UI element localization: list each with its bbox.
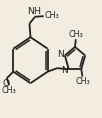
Text: CH₃: CH₃ [75, 77, 90, 86]
Text: N: N [57, 50, 64, 59]
Text: CH₃: CH₃ [2, 86, 17, 95]
Text: O: O [3, 79, 10, 88]
Text: CH₃: CH₃ [68, 30, 83, 39]
Text: CH₃: CH₃ [44, 11, 59, 20]
Text: NH: NH [27, 7, 41, 16]
Text: N: N [61, 66, 68, 75]
